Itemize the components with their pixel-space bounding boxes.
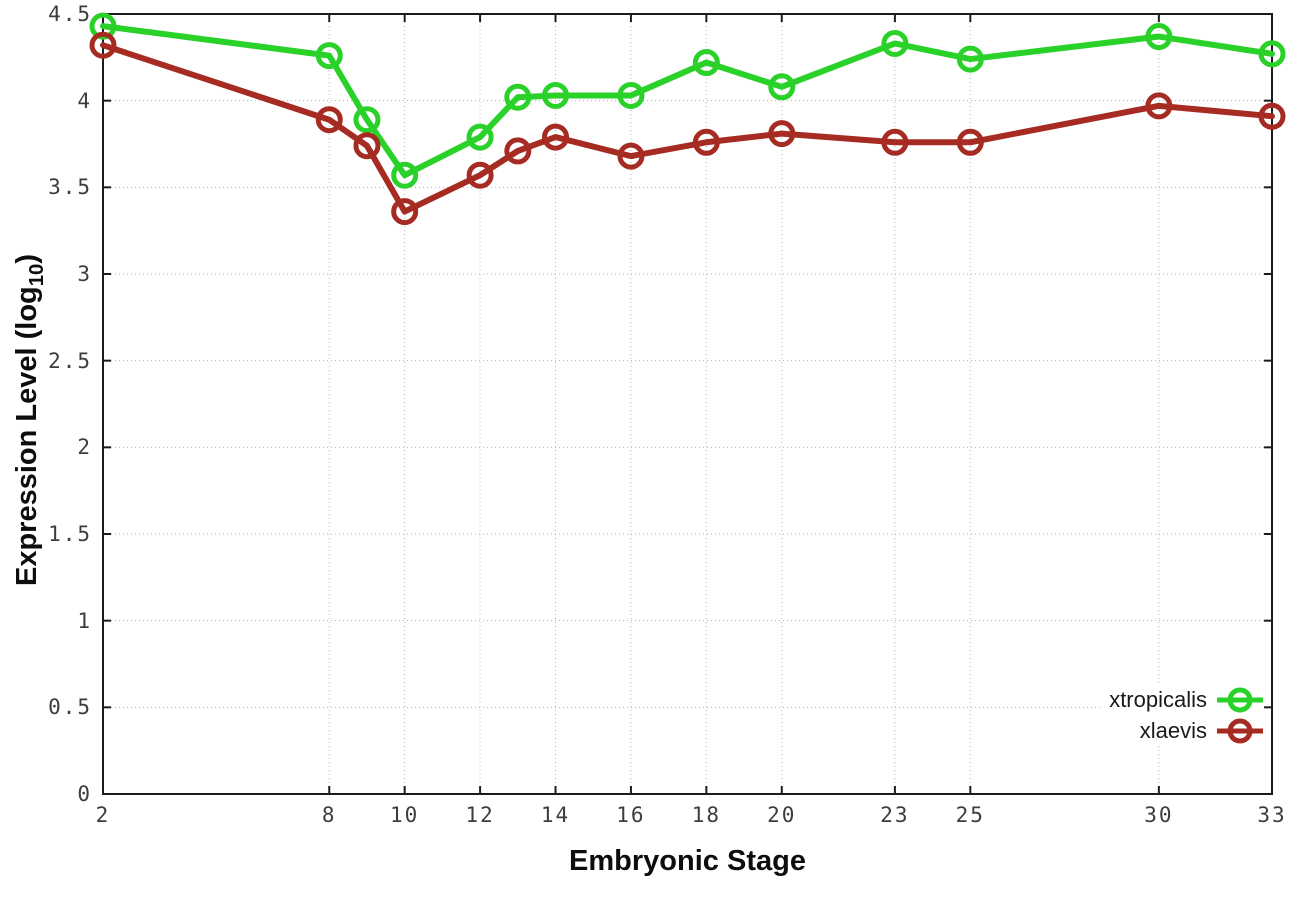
x-tick-label: 20 (767, 803, 797, 827)
data-point-xtropicalis (504, 83, 532, 111)
data-point-xlaevis (504, 137, 532, 165)
data-point-xlaevis (353, 132, 381, 160)
x-tick-label: 33 (1257, 803, 1287, 827)
legend-marker-xlaevis (1217, 718, 1263, 744)
data-point-xtropicalis (617, 81, 645, 109)
data-point-xlaevis (956, 128, 984, 156)
y-axis-title-text: Expression Level (log (11, 286, 44, 586)
data-point-xtropicalis (315, 42, 343, 70)
y-tick-label: 1.5 (48, 522, 92, 546)
x-tick-label: 14 (540, 803, 571, 827)
data-point-xlaevis (1145, 92, 1173, 120)
x-tick-label: 18 (691, 803, 721, 827)
data-point-xtropicalis (768, 73, 796, 101)
y-tick-label: 4 (77, 88, 92, 113)
data-point-xlaevis (768, 120, 796, 148)
legend-label-xlaevis: xlaevis (1139, 718, 1207, 743)
plot-border (102, 13, 1273, 795)
data-point-xlaevis (692, 128, 720, 156)
data-point-xlaevis (391, 198, 419, 226)
data-point-xtropicalis (391, 161, 419, 189)
data-point-xtropicalis (881, 29, 909, 57)
data-point-xlaevis (466, 161, 494, 189)
y-tick-label: 1 (77, 608, 92, 633)
y-tick-label: 0.5 (48, 695, 92, 720)
data-point-xtropicalis (1258, 40, 1286, 68)
legend-marker-xtropicalis (1217, 687, 1263, 713)
y-tick-label: 3.5 (48, 175, 92, 200)
data-point-xtropicalis (89, 12, 117, 40)
data-point-xlaevis (1258, 102, 1286, 130)
data-point-xlaevis (542, 123, 570, 151)
y-axis-title: Expression Level (log10) (11, 254, 49, 586)
x-tick-label: 16 (616, 803, 646, 827)
data-point-xlaevis (617, 142, 645, 170)
legend-label-xtropicalis: xtropicalis (1109, 687, 1207, 712)
data-point-xlaevis (315, 106, 343, 134)
legend: xtropicalis xlaevis (1103, 686, 1264, 745)
y-tick-label: 2 (77, 435, 92, 460)
y-tick-label: 0 (77, 782, 92, 806)
data-point-xtropicalis (1145, 23, 1173, 51)
data-point-xtropicalis (542, 81, 570, 109)
data-point-xlaevis (881, 128, 909, 156)
x-tick-label: 8 (321, 803, 337, 827)
data-point-xtropicalis (692, 49, 720, 77)
data-point-xtropicalis (466, 123, 494, 151)
y-axis-title-subscript: 10 (25, 263, 48, 287)
legend-entry-xlaevis: xlaevis (1140, 717, 1264, 745)
x-axis-title: Embryonic Stage (569, 845, 806, 877)
x-tick-label: 2 (95, 803, 111, 827)
x-tick-label: 30 (1144, 803, 1174, 827)
data-point-xtropicalis (956, 45, 984, 73)
x-tick-label: 10 (390, 803, 420, 827)
data-point-xtropicalis (353, 106, 381, 134)
x-tick-label: 23 (880, 803, 910, 827)
y-tick-label: 2.5 (48, 348, 92, 373)
legend-entry-xtropicalis: xtropicalis (1109, 686, 1264, 714)
x-tick-label: 25 (955, 803, 985, 827)
y-axis-title-close: ) (11, 254, 44, 264)
x-tick-label: 12 (465, 803, 495, 827)
data-point-xlaevis (89, 31, 117, 59)
y-tick-label: 4.5 (48, 2, 92, 26)
y-tick-label: 3 (77, 262, 92, 286)
